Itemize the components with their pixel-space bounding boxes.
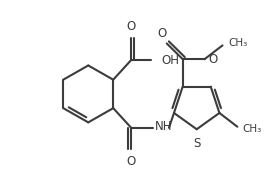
Text: S: S [193,137,200,150]
Text: OH: OH [161,53,179,67]
Text: O: O [127,20,136,33]
Text: CH₃: CH₃ [229,39,248,49]
Text: O: O [209,53,218,66]
Text: O: O [157,26,166,40]
Text: O: O [127,155,136,168]
Text: NH: NH [155,120,173,133]
Text: CH₃: CH₃ [242,124,261,134]
